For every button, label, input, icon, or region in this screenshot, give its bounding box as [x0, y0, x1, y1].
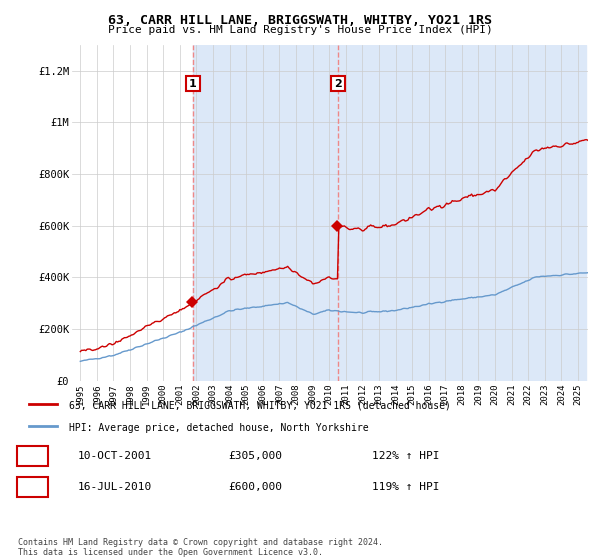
- Text: Price paid vs. HM Land Registry's House Price Index (HPI): Price paid vs. HM Land Registry's House …: [107, 25, 493, 35]
- Bar: [193, 45, 338, 381]
- Text: 1: 1: [189, 78, 197, 88]
- Text: 122% ↑ HPI: 122% ↑ HPI: [372, 451, 439, 461]
- Text: 16-JUL-2010: 16-JUL-2010: [78, 482, 152, 492]
- Text: 10-OCT-2001: 10-OCT-2001: [78, 451, 152, 461]
- Text: 1: 1: [29, 450, 36, 463]
- Text: £600,000: £600,000: [228, 482, 282, 492]
- Text: Contains HM Land Registry data © Crown copyright and database right 2024.
This d: Contains HM Land Registry data © Crown c…: [18, 538, 383, 557]
- Text: 2: 2: [29, 480, 36, 494]
- Text: HPI: Average price, detached house, North Yorkshire: HPI: Average price, detached house, Nort…: [69, 423, 368, 433]
- Bar: [338, 45, 586, 381]
- Text: 63, CARR HILL LANE, BRIGGSWATH, WHITBY, YO21 1RS: 63, CARR HILL LANE, BRIGGSWATH, WHITBY, …: [108, 14, 492, 27]
- Text: 63, CARR HILL LANE, BRIGGSWATH, WHITBY, YO21 1RS (detached house): 63, CARR HILL LANE, BRIGGSWATH, WHITBY, …: [69, 400, 451, 410]
- Text: 119% ↑ HPI: 119% ↑ HPI: [372, 482, 439, 492]
- Text: £305,000: £305,000: [228, 451, 282, 461]
- Text: 2: 2: [334, 78, 342, 88]
